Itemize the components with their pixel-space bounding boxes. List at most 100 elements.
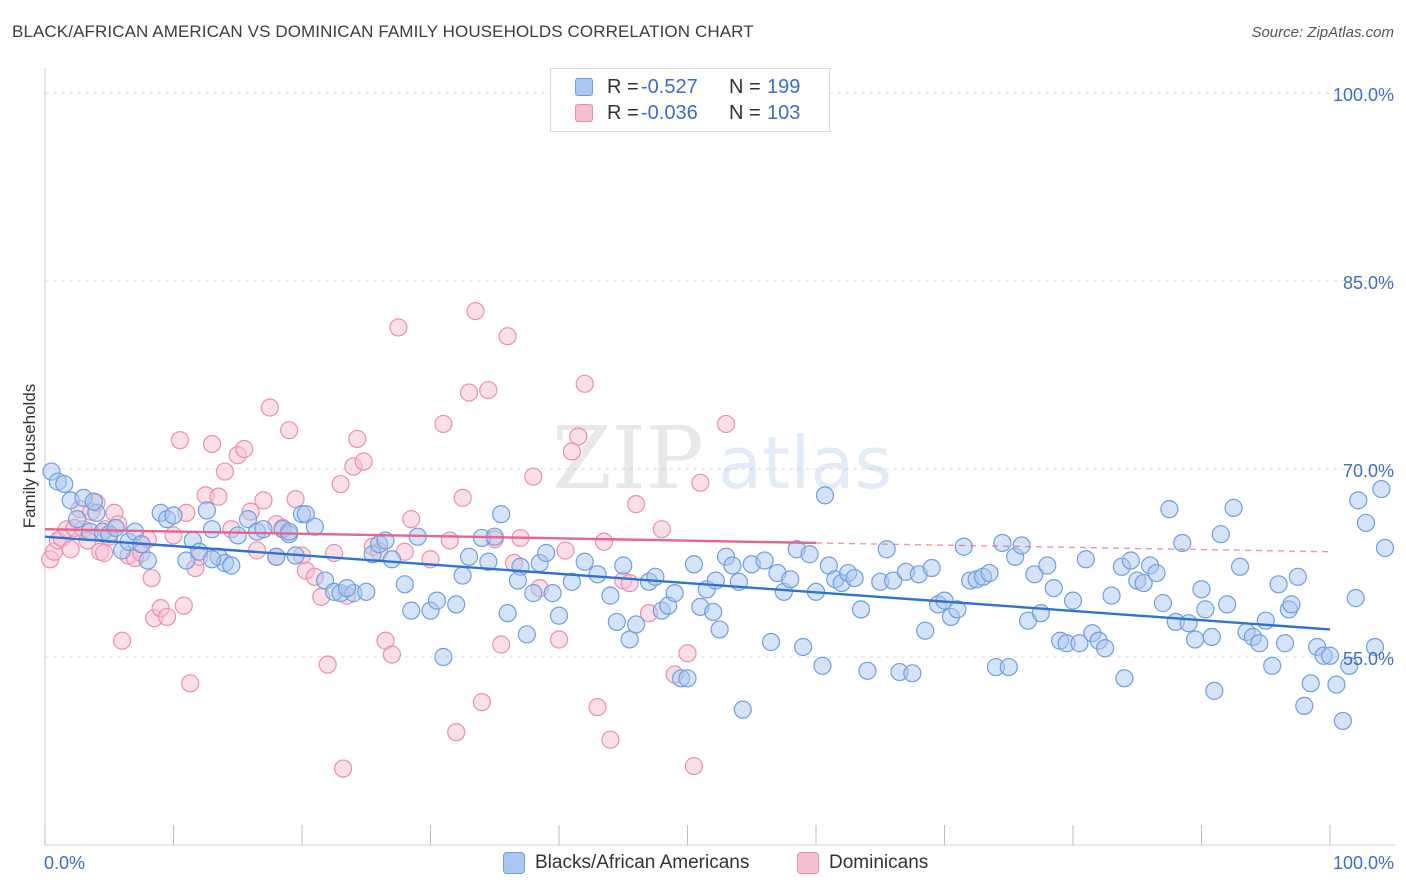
dominicans-point bbox=[459, 383, 479, 402]
blacks-point bbox=[1263, 656, 1282, 675]
blacks-point bbox=[781, 570, 800, 589]
series-swatch-blue bbox=[503, 852, 525, 874]
blacks-point bbox=[1192, 580, 1211, 599]
dominicans-point bbox=[382, 645, 402, 664]
blacks-point bbox=[1224, 498, 1243, 517]
dominicans-point bbox=[434, 414, 453, 434]
blacks-point bbox=[1211, 525, 1230, 544]
blacks-point bbox=[106, 518, 125, 538]
y-tick-label: 85.0% bbox=[1343, 273, 1394, 293]
blacks-point bbox=[138, 551, 157, 570]
blacks-point bbox=[1202, 627, 1221, 647]
dominicans-trend-extension bbox=[815, 542, 1331, 553]
blacks-point bbox=[710, 620, 729, 639]
blacks-point bbox=[1205, 681, 1224, 700]
blacks-point bbox=[1250, 634, 1269, 653]
dominicans-point bbox=[209, 487, 228, 506]
dominicans-point bbox=[215, 462, 234, 481]
dominicans-point bbox=[95, 543, 114, 563]
series-label-blacks: Blacks/African Americans bbox=[535, 852, 750, 873]
blacks-point bbox=[453, 566, 472, 585]
blacks-point bbox=[1185, 630, 1205, 649]
blacks-point bbox=[1160, 500, 1179, 519]
blacks-points bbox=[42, 462, 1395, 731]
dominicans-point bbox=[678, 644, 697, 663]
blacks-point bbox=[1012, 536, 1031, 555]
blacks-point bbox=[305, 517, 324, 536]
blacks-point bbox=[296, 505, 315, 524]
blacks-point bbox=[614, 556, 633, 575]
blacks-point bbox=[999, 657, 1018, 677]
blacks-point bbox=[815, 486, 835, 505]
dominicans-point bbox=[569, 427, 588, 446]
blacks-point bbox=[954, 537, 973, 556]
blacks-point bbox=[1230, 557, 1250, 576]
blacks-point bbox=[845, 568, 864, 588]
dominicans-point bbox=[556, 541, 575, 560]
blacks-point bbox=[1063, 591, 1083, 610]
blacks-point bbox=[434, 647, 453, 667]
blacks-point bbox=[228, 526, 247, 545]
y-tick-label: 70.0% bbox=[1343, 461, 1394, 481]
dominicans-point bbox=[174, 596, 193, 615]
blacks-point bbox=[562, 572, 581, 591]
blacks-point bbox=[1070, 634, 1089, 653]
watermark: ZIP atlas bbox=[552, 409, 892, 509]
dominicans-point bbox=[334, 759, 353, 778]
dominicans-point bbox=[652, 520, 671, 539]
legend-n-label: N = bbox=[729, 101, 761, 124]
blacks-point bbox=[1327, 675, 1346, 694]
blacks-point bbox=[238, 510, 258, 529]
series-legend-dominicans[interactable]: Dominicans bbox=[797, 852, 928, 874]
blacks-point bbox=[1076, 550, 1095, 569]
watermark-atlas: atlas bbox=[718, 421, 892, 505]
dominicans-point bbox=[389, 318, 408, 337]
x-tick-label: 100.0% bbox=[1333, 853, 1394, 873]
blacks-point bbox=[948, 600, 967, 619]
blacks-point bbox=[678, 669, 697, 688]
dominicans-point bbox=[348, 429, 367, 449]
blacks-point bbox=[1375, 538, 1395, 558]
legend-row-blacks: R = -0.527 N = 199 bbox=[575, 75, 800, 99]
dominicans-point bbox=[575, 374, 594, 393]
dominicans-point bbox=[61, 540, 80, 559]
legend-r-value: -0.527 bbox=[641, 75, 698, 98]
blacks-point bbox=[1269, 575, 1288, 594]
blacks-point bbox=[903, 664, 922, 683]
blacks-point bbox=[620, 630, 639, 649]
series-legend-blacks[interactable]: Blacks/African Americans bbox=[503, 852, 749, 874]
dominicans-point bbox=[202, 434, 222, 454]
blacks-point bbox=[1025, 565, 1044, 584]
blacks-point bbox=[1356, 513, 1376, 533]
dominicans-point bbox=[562, 442, 581, 461]
blacks-point bbox=[55, 474, 74, 494]
legend-n-label: N = bbox=[729, 75, 761, 98]
blacks-point bbox=[508, 571, 527, 590]
dominicans-point bbox=[626, 495, 646, 514]
dominicans-point bbox=[498, 327, 517, 346]
dominicans-point bbox=[472, 693, 491, 712]
blacks-point bbox=[916, 621, 935, 640]
blacks-point bbox=[1282, 595, 1301, 614]
blacks-point bbox=[1038, 556, 1057, 575]
blacks-point bbox=[665, 584, 684, 603]
dominicans-point bbox=[479, 380, 498, 400]
blacks-point bbox=[479, 552, 498, 571]
blacks-point bbox=[1288, 567, 1307, 586]
blacks-point bbox=[254, 520, 273, 539]
blacks-point bbox=[1275, 634, 1295, 653]
series-legend: Blacks/African Americans Dominicans bbox=[0, 852, 1406, 876]
blacks-point bbox=[395, 575, 414, 594]
dominicans-point bbox=[142, 568, 161, 588]
dominicans-point bbox=[492, 635, 511, 654]
dominicans-point bbox=[447, 723, 466, 742]
blacks-point bbox=[164, 506, 183, 525]
blacks-point bbox=[1147, 563, 1166, 583]
blacks-point bbox=[626, 615, 646, 634]
dominicans-point bbox=[280, 421, 299, 440]
blacks-point bbox=[601, 586, 620, 605]
dominicans-point bbox=[157, 607, 177, 627]
blacks-point bbox=[723, 556, 742, 575]
axes bbox=[44, 68, 1395, 846]
